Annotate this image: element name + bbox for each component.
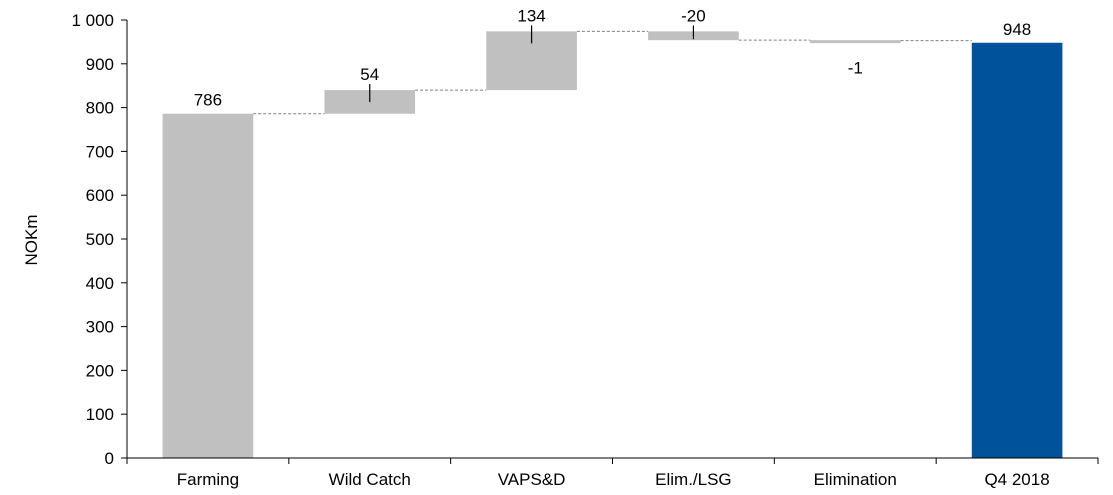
- y-tick-label: 600: [86, 186, 114, 205]
- value-label: -20: [681, 6, 706, 25]
- x-tick-label: Farming: [177, 470, 239, 489]
- y-tick-label: 700: [86, 142, 114, 161]
- y-tick-label: 400: [86, 274, 114, 293]
- bar-q4-2018: [971, 42, 1063, 458]
- y-tick-label: 200: [86, 361, 114, 380]
- axes-group: Farming Wild Catch VAPS&D Elim./LSG Eliminat…: [71, 11, 1099, 489]
- x-tick-label: Elim./LSG: [655, 470, 732, 489]
- y-axis-title: NOKm: [22, 215, 41, 266]
- x-tick-label: Q4 2018: [984, 470, 1049, 489]
- y-tick-label: 0: [105, 449, 114, 468]
- value-label: 786: [194, 91, 222, 110]
- y-tick-label: 1 000: [71, 11, 114, 30]
- connectors-group: [253, 30, 972, 115]
- y-tick-label: 300: [86, 318, 114, 337]
- value-label: -1: [848, 59, 863, 78]
- value-label: 948: [1003, 20, 1031, 39]
- x-tick-label: Elimination: [814, 470, 897, 489]
- value-label: 54: [360, 65, 379, 84]
- x-tick-label: Wild Catch: [329, 470, 411, 489]
- y-tick-label: 100: [86, 405, 114, 424]
- bar-elimination: [809, 40, 901, 44]
- x-tick-label: VAPS&D: [498, 470, 566, 489]
- y-tick-label: 900: [86, 55, 114, 74]
- y-tick-label: 500: [86, 230, 114, 249]
- y-tick-label: 800: [86, 99, 114, 118]
- bars-group: [162, 31, 1063, 459]
- bar-farming: [162, 113, 254, 459]
- value-label: 134: [517, 6, 545, 25]
- labels-group: 786 54 134 -20 -1 948: [194, 6, 1032, 109]
